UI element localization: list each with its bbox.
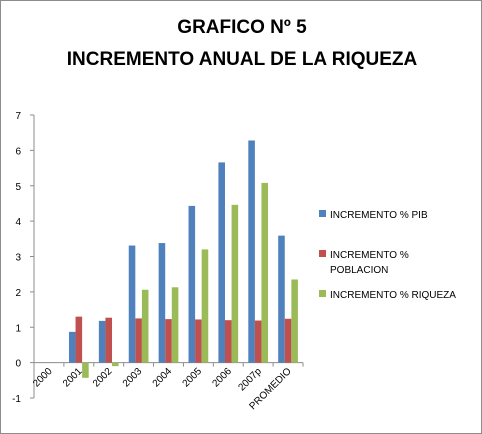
chart-title-line-1: GRAFICO Nº 5 bbox=[177, 17, 307, 38]
bar bbox=[112, 362, 119, 367]
bar bbox=[158, 243, 166, 363]
bars bbox=[68, 140, 298, 378]
legend-label: INCREMENTO % bbox=[330, 250, 409, 261]
bar bbox=[165, 319, 172, 363]
x-tick-label: 2003 bbox=[121, 366, 145, 390]
legend-label: INCREMENTO % PIB bbox=[330, 210, 428, 221]
bar bbox=[231, 204, 239, 363]
y-tick-label: 6 bbox=[15, 146, 21, 157]
bar bbox=[248, 140, 255, 363]
x-tick-label: 2002 bbox=[91, 366, 115, 390]
bar bbox=[195, 319, 202, 363]
y-tick-label: -1 bbox=[12, 394, 21, 405]
x-tick-label: 2006 bbox=[210, 366, 234, 390]
y-tick-label: 3 bbox=[15, 253, 21, 264]
bar bbox=[98, 320, 106, 363]
bar bbox=[135, 318, 142, 363]
x-tick-label: 2007p bbox=[236, 366, 264, 394]
legend: INCREMENTO % PIB INCREMENTO % POBLACION INC… bbox=[319, 210, 456, 301]
x-tick-label: 2001 bbox=[61, 366, 85, 390]
bar bbox=[188, 205, 196, 363]
y-tick-label: 1 bbox=[15, 323, 21, 334]
bar bbox=[68, 331, 76, 363]
legend-swatch bbox=[319, 250, 326, 257]
legend-swatch bbox=[319, 290, 326, 297]
y-tick-label: 4 bbox=[15, 217, 21, 228]
x-tick-label: 2004 bbox=[151, 366, 175, 390]
bar bbox=[291, 279, 298, 363]
chart-title-line-2: INCREMENTO ANUAL DE LA RIQUEZA bbox=[67, 49, 418, 70]
x-axis: 2000 2001 2002 2003 2004 2005 2006 2007pPROMEDI… bbox=[31, 362, 304, 412]
bar bbox=[75, 316, 83, 363]
bar bbox=[128, 245, 136, 363]
bar bbox=[141, 289, 149, 363]
bar bbox=[201, 249, 209, 363]
bar bbox=[278, 235, 285, 363]
bar bbox=[105, 317, 113, 363]
bar bbox=[254, 320, 262, 363]
bar bbox=[171, 287, 179, 363]
y-tick-label: 7 bbox=[15, 111, 21, 122]
y-tick-label: 0 bbox=[15, 359, 21, 370]
chart-title: GRAFICO Nº 5 INCREMENTO ANUAL DE LA RIQU… bbox=[67, 17, 418, 70]
legend-label: INCREMENTO % RIQUEZA bbox=[330, 290, 456, 301]
bar bbox=[218, 162, 225, 363]
y-tick-label: 5 bbox=[15, 182, 21, 193]
bar bbox=[224, 320, 232, 363]
bar bbox=[284, 318, 292, 363]
x-tick-label: 2005 bbox=[181, 366, 205, 390]
bar bbox=[82, 362, 89, 378]
y-axis: -1 0 1 2 3 4 5 6 7 bbox=[12, 111, 35, 405]
bar bbox=[261, 182, 269, 363]
y-tick-label: 2 bbox=[15, 288, 21, 299]
legend-swatch bbox=[319, 210, 326, 217]
x-tick-label: 2000 bbox=[31, 366, 55, 390]
legend-label: POBLACION bbox=[330, 265, 388, 276]
